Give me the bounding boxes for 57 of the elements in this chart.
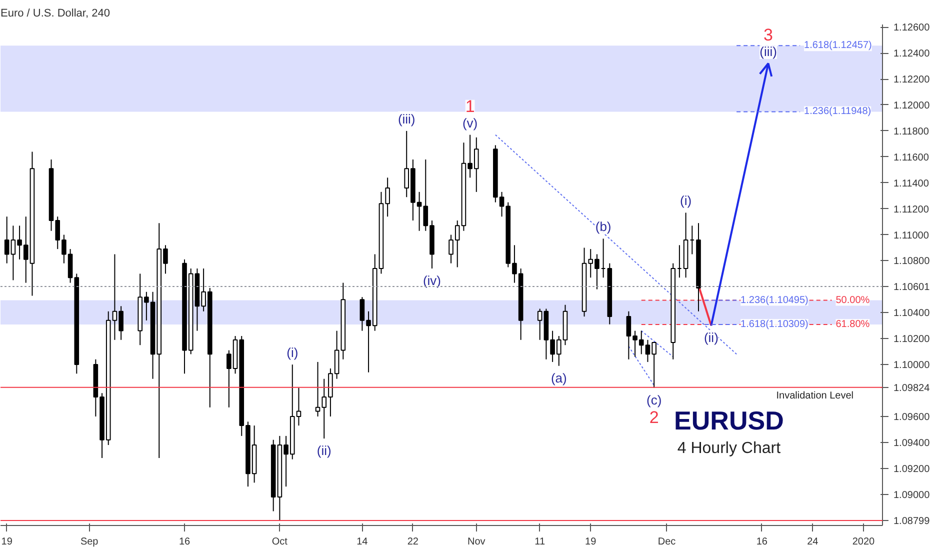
y-tick-label: 1.09200 <box>894 464 930 475</box>
annotation: (iii) <box>760 44 777 59</box>
y-tick-label: 1.11600 <box>894 152 930 164</box>
annotation: 61.80% <box>836 318 870 330</box>
annotation: (a) <box>550 370 567 386</box>
annotation: (v) <box>462 115 478 130</box>
x-tick-label: Sep <box>80 536 99 548</box>
annotation: (i) <box>680 193 692 208</box>
annotation: (c) <box>646 392 662 408</box>
y-tick-label: 1.10800 <box>894 256 930 268</box>
y-tick-label: 1.11200 <box>894 204 930 216</box>
x-tick-label: Nov <box>468 536 486 548</box>
annotation: 50.00% <box>836 294 870 306</box>
y-tick-label: 1.12400 <box>894 48 930 60</box>
annotation: 3 <box>764 25 774 44</box>
y-tick-label: 1.09000 <box>894 490 930 501</box>
x-tick-label: Dec <box>658 536 676 548</box>
y-tick-label: 1.09824 <box>894 382 930 394</box>
annotation: (iv) <box>422 273 442 288</box>
y-tick-label: 1.08799 <box>894 516 930 527</box>
annotation: 1 <box>465 96 475 116</box>
x-tick-label: 19 <box>1 536 13 548</box>
y-tick-label: 1.10601 <box>894 282 930 294</box>
y-tick-label: 1.10200 <box>894 334 930 346</box>
y-tick-label: 1.11800 <box>894 126 930 138</box>
annotation: 1.236(1.10495) <box>740 294 808 306</box>
annotation: 4 Hourly Chart <box>677 440 782 457</box>
y-tick-label: 1.11000 <box>894 230 930 242</box>
annotation: 1.618(1.10309) <box>740 318 808 330</box>
y-tick-label: 1.10000 <box>894 360 930 372</box>
annotation: 1.618(1.12457) <box>804 40 872 52</box>
x-tick-label: 22 <box>407 536 419 548</box>
y-tick-label: 1.10400 <box>894 308 930 320</box>
x-tick-label: 19 <box>585 536 597 548</box>
x-tick-label: 16 <box>178 536 191 548</box>
x-tick-label: 2020 <box>852 536 876 548</box>
x-tick-label: Oct <box>272 536 288 548</box>
annotation: (ii) <box>704 330 718 346</box>
y-tick-label: 1.09600 <box>894 412 930 423</box>
annotation: (iii) <box>398 111 416 126</box>
annotation: 1.236(1.11948) <box>804 106 872 118</box>
annotation: (b) <box>595 219 612 234</box>
x-tick-label: 11 <box>534 536 546 548</box>
y-tick-label: 1.12000 <box>894 100 930 112</box>
x-tick-label: 14 <box>356 536 368 548</box>
y-tick-label: 1.12200 <box>894 74 930 86</box>
annotation: 2 <box>649 408 659 427</box>
y-tick-label: 1.09400 <box>894 438 930 449</box>
annotation: (ii) <box>316 443 332 458</box>
x-tick-label: 24 <box>807 536 819 548</box>
x-tick-label: 16 <box>756 536 768 548</box>
chart-title: Euro / U.S. Dollar, 240 <box>0 8 110 20</box>
y-tick-label: 1.12600 <box>894 22 930 34</box>
annotation: EURUSD <box>674 406 784 436</box>
y-tick-label: 1.11400 <box>894 178 930 190</box>
ref-line-label: Invalidation Level <box>776 390 854 402</box>
annotation: (i) <box>286 345 298 360</box>
